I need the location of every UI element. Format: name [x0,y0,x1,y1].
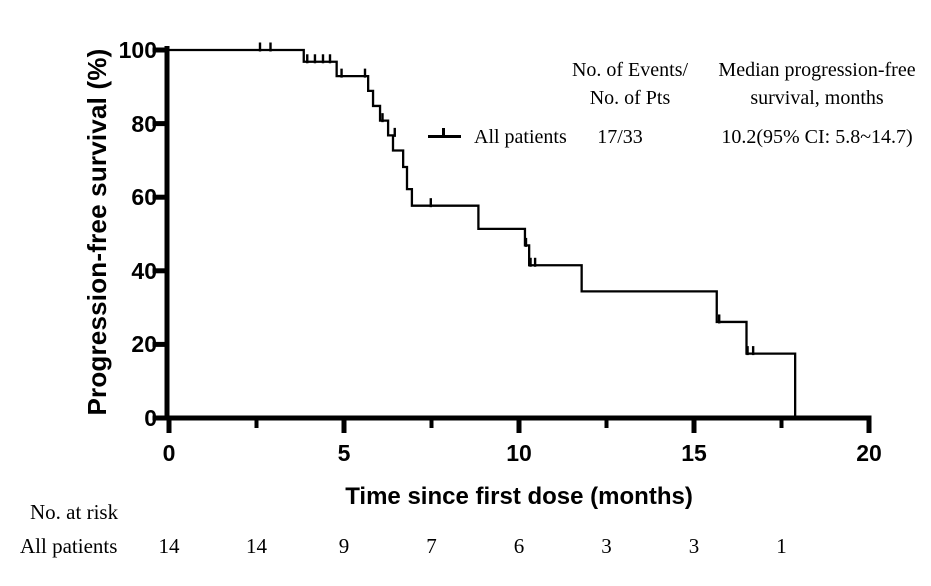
at-risk-value-t15: 3 [688,534,700,558]
censor-tick-mark [529,257,532,267]
censor-marks [258,42,755,356]
y-axis-tick [152,47,166,53]
x-axis-major-tick [166,420,172,433]
x-axis [164,415,872,433]
censor-tick-mark [381,113,384,123]
censor-tick-icon [442,128,445,138]
censor-tick-mark [533,257,537,267]
y-axis-tick [152,268,166,274]
at-risk-title: No. at risk [30,500,119,524]
censor-tick-mark [321,54,325,64]
x-tick-label-15: 15 [681,440,707,466]
km-curve-all-patients [169,48,797,418]
x-tick-label-20: 20 [856,440,882,466]
y-tick-label-20: 20 [131,331,157,358]
x-axis-minor-tick [254,420,259,428]
at-risk-value-t5: 9 [338,534,350,558]
legend-events-header-line2: No. of Pts [589,87,671,109]
censor-tick-mark [306,54,309,64]
y-axis-tick [152,121,166,127]
y-axis-tick [152,341,166,347]
censor-tick-mark [258,42,262,52]
x-axis-minor-tick [429,420,434,428]
censor-tick-mark [313,54,317,64]
censor-tick-mark [718,314,721,324]
at-risk-row-label: All patients [20,534,118,558]
x-axis-major-tick [691,420,697,433]
legend-events-header: No. of Events/ No. of Pts [545,56,715,112]
legend-median-header-line1: Median progression-free [718,59,916,81]
censor-tick-mark [340,68,343,78]
censor-tick-mark [393,127,396,137]
at-risk-value-t0: 14 [158,534,180,558]
x-tick-label-10: 10 [506,440,532,466]
y-tick-label-40: 40 [131,257,157,284]
x-axis-major-tick [516,420,522,433]
censor-tick-mark [269,42,272,52]
legend-events-header-line1: No. of Events/ [571,59,689,81]
x-tick-label-0: 0 [162,440,176,466]
legend-median-header: Median progression-free survival, months [698,56,931,112]
y-tick-label-60: 60 [131,184,157,211]
legend-events-value: 17/33 [597,126,643,148]
y-tick-label-100: 100 [118,37,157,63]
legend-median-value: 10.2(95% CI: 5.8~14.7) [721,126,913,148]
at-risk-value-t17.5: 1 [776,534,787,558]
censor-tick-mark [746,346,749,356]
x-axis-title: Time since first dose (months) [345,483,693,510]
x-tick-label-5: 5 [337,440,351,466]
x-axis-minor-tick [779,420,784,428]
y-tick-label-80: 80 [131,110,157,137]
at-risk-value-t7.5: 7 [426,534,437,558]
x-axis-major-tick [866,420,872,433]
censor-tick-mark [751,346,755,356]
x-axis-major-tick [341,420,347,433]
x-axis-minor-tick [604,420,609,428]
at-risk-value-t10: 6 [513,534,525,558]
at-risk-value-t12.5: 3 [601,534,612,558]
y-axis-tick [152,415,166,421]
at-risk-value-t2.5: 14 [246,534,267,558]
legend-series-label: All patients [474,126,567,148]
y-axis [152,46,170,421]
censor-tick-mark [429,198,432,208]
y-axis-title: Progression-free survival (%) [82,48,112,416]
legend-median-header-line2: survival, months [750,87,884,109]
y-axis-tick [152,194,166,200]
censor-tick-mark [363,68,367,78]
y-tick-label-0: 0 [144,405,157,431]
censor-tick-mark [328,54,332,64]
censor-tick-mark [524,237,528,247]
